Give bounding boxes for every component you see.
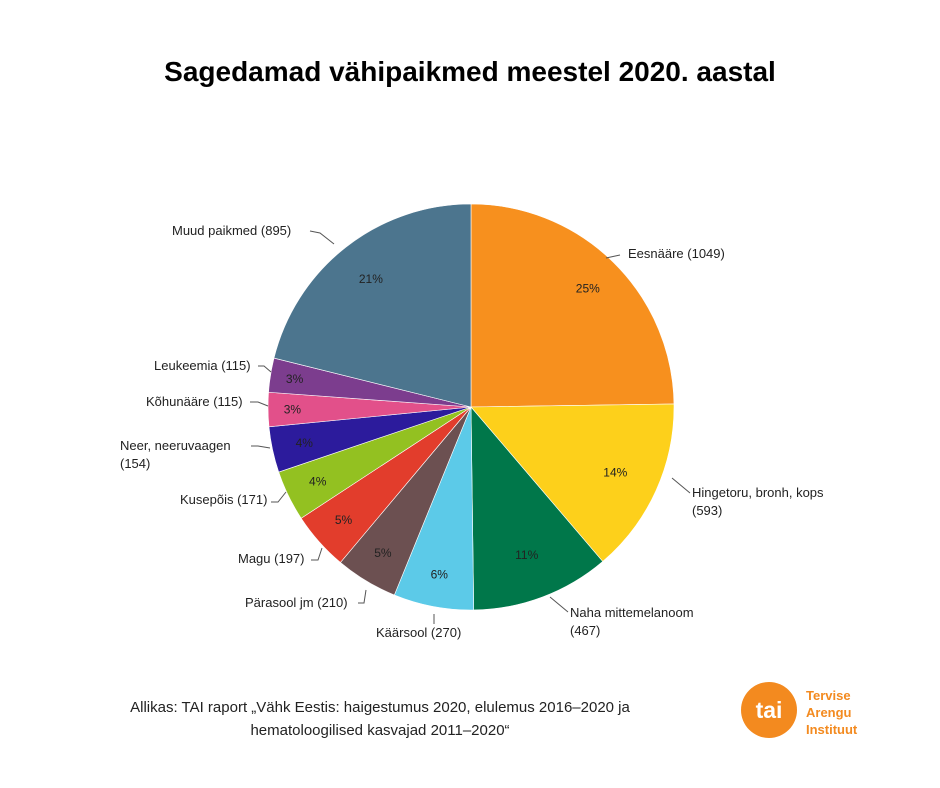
leader-lines — [250, 230, 691, 624]
slice-label-10: Muud paikmed (895) — [172, 223, 291, 238]
chart-title: Sagedamad vähipaikmed meestel 2020. aast… — [164, 56, 776, 87]
logo-word-1: Tervise — [806, 688, 851, 703]
slice-label-7: Neer, neeruvaagen (154) — [120, 438, 231, 471]
pie-slice-2 — [470, 406, 604, 611]
pie-slice-10 — [273, 203, 472, 408]
slice-labels: Eesnääre (1049) Hingetoru, bronh, kops (59… — [120, 223, 824, 640]
percent-label-10: 21% — [359, 272, 383, 286]
slice-label-0: Eesnääre (1049) — [628, 246, 725, 261]
pie-slices — [267, 203, 675, 611]
source-line-2: hematoloogilised kasvajad 2011–2020“ — [250, 722, 510, 739]
logo-mark-text: tai — [756, 697, 783, 723]
leader-line-9 — [258, 365, 272, 373]
leader-line-10 — [309, 230, 335, 245]
slice-label-2: Naha mittemelanoom (467) — [570, 605, 694, 638]
leader-line-0 — [605, 254, 621, 259]
leader-line-5 — [311, 547, 323, 561]
logo-word-2: Arengu — [806, 705, 852, 720]
percent-label-2: 11% — [515, 548, 538, 562]
percent-label-4: 5% — [374, 546, 392, 560]
tai-logo-icon: tai — [741, 682, 797, 738]
source-line-1: Allikas: TAI raport „Vähk Eestis: haiges… — [130, 699, 630, 716]
leader-line-2 — [549, 596, 569, 613]
source-note: Allikas: TAI raport „Vähk Eestis: haiges… — [60, 696, 700, 742]
percent-label-8: 3% — [284, 402, 302, 416]
leader-line-4 — [358, 589, 367, 604]
percent-label-9: 3% — [286, 372, 304, 386]
slice-label-4: Pärasool jm (210) — [245, 595, 348, 610]
slice-label-6: Kusepõis (171) — [180, 492, 267, 507]
leader-line-8 — [250, 401, 269, 407]
tai-logo: tai Tervise Arengu Instituut — [740, 680, 900, 740]
percent-label-5: 5% — [335, 513, 353, 527]
percent-label-6: 4% — [309, 475, 327, 489]
leader-line-1 — [671, 477, 691, 494]
percent-labels: 25% 14% 11% 6% 5% 5% 4% 4% 3% 3% 21% — [284, 272, 628, 581]
slice-label-3: Käärsool (270) — [376, 625, 461, 640]
logo-word-3: Instituut — [806, 722, 858, 737]
leader-line-7 — [251, 445, 271, 449]
percent-label-0: 25% — [576, 281, 600, 295]
percent-label-3: 6% — [431, 568, 449, 582]
percent-label-7: 4% — [296, 436, 314, 450]
slice-label-1: Hingetoru, bronh, kops (593) — [692, 485, 824, 518]
pie-slice-1 — [470, 403, 675, 562]
pie-slice-0 — [470, 203, 675, 408]
percent-label-1: 14% — [603, 465, 627, 479]
slice-label-5: Magu (197) — [238, 551, 304, 566]
leader-line-6 — [271, 491, 287, 503]
slice-label-9: Leukeemia (115) — [154, 358, 251, 373]
slice-label-8: Kõhunääre (115) — [146, 394, 243, 409]
